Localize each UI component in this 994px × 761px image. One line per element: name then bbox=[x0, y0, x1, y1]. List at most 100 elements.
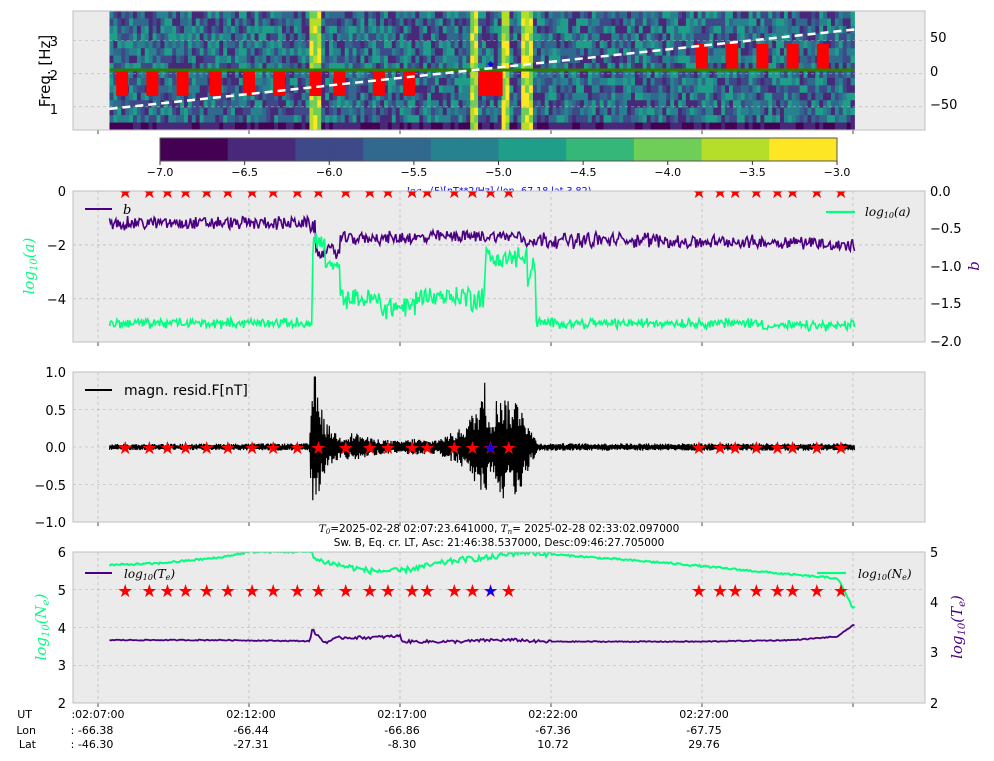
heatmap-cell bbox=[387, 48, 393, 57]
heatmap-cell bbox=[360, 55, 365, 64]
heatmap-cell bbox=[289, 33, 295, 42]
heatmap-cell bbox=[152, 107, 157, 116]
colorbar-step bbox=[238, 138, 246, 161]
heatmap-cell bbox=[580, 25, 585, 34]
heatmap-cell bbox=[309, 33, 314, 42]
xaxis-lon-2: -66.86 bbox=[384, 724, 419, 737]
heatmap-cell bbox=[478, 40, 483, 49]
heatmap-cell bbox=[329, 92, 334, 101]
heatmap-cell bbox=[403, 63, 408, 71]
heatmap-cell bbox=[438, 40, 444, 49]
heatmap-cell bbox=[270, 11, 275, 19]
heatmap-cell bbox=[360, 100, 365, 109]
heatmap-cell bbox=[297, 40, 303, 49]
heatmap-cell bbox=[411, 100, 416, 109]
heatmap-cell bbox=[783, 100, 789, 109]
resid-red-star-24: ★ bbox=[785, 438, 801, 459]
heatmap-cell bbox=[674, 63, 679, 71]
heatmap-cell bbox=[211, 25, 216, 34]
heatmap-cell bbox=[211, 115, 216, 123]
heatmap-cell bbox=[768, 100, 773, 109]
heatmap-cell bbox=[207, 107, 212, 116]
heatmap-cell bbox=[583, 25, 589, 34]
heatmap-cell bbox=[842, 115, 848, 123]
heatmap-cell bbox=[764, 18, 769, 27]
heatmap-cell bbox=[681, 122, 687, 130]
heatmap-cell bbox=[560, 40, 565, 49]
heatmap-cell bbox=[109, 40, 114, 49]
heatmap-cell bbox=[125, 63, 130, 71]
heatmap-cell bbox=[564, 40, 569, 49]
heatmap-cell bbox=[748, 11, 753, 19]
heatmap-cell bbox=[623, 70, 628, 79]
heatmap-cell bbox=[462, 107, 467, 116]
heatmap-cell bbox=[768, 85, 773, 94]
heatmap-cell bbox=[666, 48, 671, 57]
heatmap-cell bbox=[219, 100, 224, 109]
heatmap-cell bbox=[807, 33, 812, 42]
heatmap-cell bbox=[262, 25, 267, 34]
heatmap-cell bbox=[474, 122, 479, 130]
heatmap-cell bbox=[493, 40, 499, 49]
heatmap-cell bbox=[544, 63, 550, 71]
heatmap-cell bbox=[309, 55, 314, 64]
heatmap-cell bbox=[505, 92, 510, 101]
heatmap-cell bbox=[536, 92, 542, 101]
heatmap-cell bbox=[650, 77, 655, 86]
heatmap-cell bbox=[109, 122, 114, 130]
heatmap-cell bbox=[344, 85, 350, 94]
colorbar-step bbox=[380, 138, 387, 161]
heatmap-cell bbox=[454, 70, 459, 79]
heatmap-cell bbox=[564, 48, 569, 57]
heatmap-cell bbox=[227, 107, 232, 116]
heatmap-cell bbox=[830, 33, 836, 42]
heatmap-cell bbox=[638, 40, 644, 49]
heatmap-cell bbox=[611, 77, 616, 86]
heatmap-cell bbox=[274, 25, 279, 34]
heatmap-cell bbox=[552, 25, 557, 34]
heatmap-cell bbox=[462, 18, 467, 27]
heatmap-cell bbox=[489, 115, 495, 123]
colorbar-step bbox=[814, 138, 821, 161]
heatmap-cell bbox=[403, 40, 408, 49]
heatmap-cell bbox=[219, 55, 224, 64]
heatmap-cell bbox=[399, 33, 404, 42]
heatmap-cell bbox=[144, 63, 150, 71]
heatmap-cell bbox=[807, 92, 812, 101]
heatmap-cell bbox=[336, 122, 342, 130]
heatmap-cell bbox=[489, 11, 495, 19]
heatmap-cell bbox=[846, 11, 851, 19]
heatmap-cell bbox=[434, 63, 440, 71]
heatmap-cell bbox=[250, 100, 255, 109]
heatmap-cell bbox=[470, 48, 475, 57]
heatmap-cell bbox=[638, 92, 644, 101]
heatmap-cell bbox=[634, 40, 640, 49]
heatmap-cell bbox=[850, 92, 855, 101]
heatmap-cell bbox=[478, 33, 483, 42]
plasma-red-star-3: ★ bbox=[178, 581, 194, 602]
heatmap-cell bbox=[532, 92, 538, 101]
ab-red-star-24: ★ bbox=[785, 182, 801, 203]
heatmap-cell bbox=[125, 33, 130, 42]
plasma-ylabel-sub: 10 bbox=[41, 624, 52, 637]
heatmap-cell bbox=[776, 25, 781, 34]
heatmap-cell bbox=[231, 107, 236, 116]
heatmap-cell bbox=[748, 18, 753, 27]
heatmap-cell bbox=[160, 77, 165, 86]
heatmap-cell bbox=[282, 100, 287, 109]
heatmap-cell bbox=[195, 48, 201, 57]
heatmap-cell bbox=[301, 70, 306, 79]
heatmap-cell bbox=[282, 115, 287, 123]
heatmap-cell bbox=[623, 18, 628, 27]
heatmap-cell bbox=[136, 33, 142, 42]
heatmap-cell bbox=[168, 55, 173, 64]
heatmap-cell bbox=[242, 115, 248, 123]
heatmap-cell bbox=[670, 63, 675, 71]
heatmap-cell bbox=[458, 77, 463, 86]
heatmap-cell bbox=[411, 115, 416, 123]
heatmap-cell bbox=[219, 107, 224, 116]
heatmap-cell bbox=[689, 100, 695, 109]
heatmap-cell bbox=[191, 63, 197, 71]
heatmap-cell bbox=[211, 40, 216, 49]
heatmap-cell bbox=[411, 11, 416, 19]
